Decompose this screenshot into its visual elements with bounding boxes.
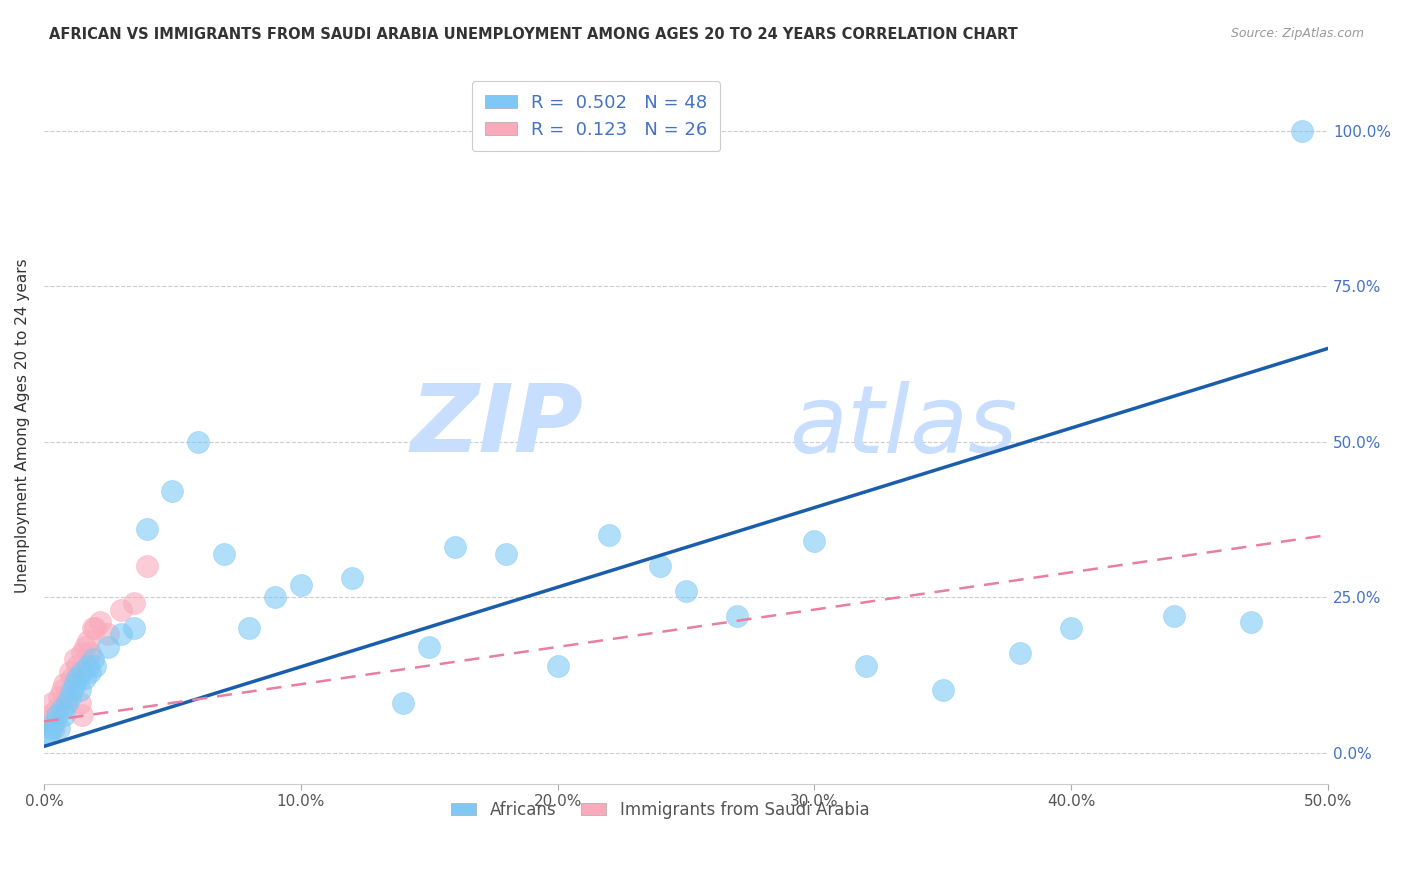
Point — [72, 665, 94, 679]
Point — [1240, 615, 1263, 629]
Point — [76, 658, 98, 673]
Point — [60, 671, 83, 685]
Point — [675, 583, 697, 598]
Point — [212, 547, 235, 561]
Point — [650, 559, 672, 574]
Text: AFRICAN VS IMMIGRANTS FROM SAUDI ARABIA UNEMPLOYMENT AMONG AGES 20 TO 24 YEARS C: AFRICAN VS IMMIGRANTS FROM SAUDI ARABIA … — [49, 27, 1018, 42]
Text: Source: ZipAtlas.com: Source: ZipAtlas.com — [1230, 27, 1364, 40]
Point — [76, 633, 98, 648]
Point — [187, 434, 209, 449]
Point — [56, 690, 79, 704]
Point — [38, 727, 60, 741]
Point — [66, 658, 89, 673]
Point — [35, 727, 58, 741]
Y-axis label: Unemployment Among Ages 20 to 24 years: Unemployment Among Ages 20 to 24 years — [15, 259, 30, 593]
Point — [60, 683, 83, 698]
Point — [69, 696, 91, 710]
Legend: Africans, Immigrants from Saudi Arabia: Africans, Immigrants from Saudi Arabia — [444, 794, 876, 825]
Point — [725, 608, 748, 623]
Point — [82, 621, 104, 635]
Point — [264, 590, 287, 604]
Point — [73, 640, 96, 654]
Text: ZIP: ZIP — [411, 380, 583, 472]
Point — [89, 615, 111, 629]
Point — [122, 621, 145, 635]
Point — [41, 696, 63, 710]
Point — [1008, 646, 1031, 660]
Point — [84, 658, 107, 673]
Point — [1291, 124, 1313, 138]
Point — [82, 652, 104, 666]
Point — [48, 721, 70, 735]
Point — [418, 640, 440, 654]
Point — [97, 640, 120, 654]
Point — [38, 708, 60, 723]
Point — [290, 578, 312, 592]
Point — [495, 547, 517, 561]
Point — [1163, 608, 1185, 623]
Point — [1060, 621, 1083, 635]
Point — [444, 541, 467, 555]
Point — [53, 677, 76, 691]
Point — [56, 696, 79, 710]
Point — [135, 559, 157, 574]
Point — [45, 702, 67, 716]
Point — [855, 658, 877, 673]
Point — [44, 714, 66, 729]
Point — [41, 721, 63, 735]
Point — [110, 627, 132, 641]
Point — [932, 683, 955, 698]
Text: atlas: atlas — [789, 381, 1017, 472]
Point — [51, 683, 73, 698]
Point — [72, 708, 94, 723]
Point — [63, 652, 86, 666]
Point — [45, 708, 67, 723]
Point — [162, 484, 184, 499]
Point — [58, 690, 80, 704]
Point — [53, 708, 76, 723]
Point — [79, 665, 101, 679]
Point — [58, 665, 80, 679]
Point — [84, 621, 107, 635]
Point — [110, 602, 132, 616]
Point — [238, 621, 260, 635]
Point — [340, 572, 363, 586]
Point — [69, 683, 91, 698]
Point — [63, 677, 86, 691]
Point — [803, 534, 825, 549]
Point — [392, 696, 415, 710]
Point — [73, 671, 96, 685]
Point — [48, 690, 70, 704]
Point — [66, 671, 89, 685]
Point — [44, 721, 66, 735]
Point — [547, 658, 569, 673]
Point — [35, 714, 58, 729]
Point — [79, 646, 101, 660]
Point — [51, 702, 73, 716]
Point — [97, 627, 120, 641]
Point — [598, 528, 620, 542]
Point — [135, 522, 157, 536]
Point — [122, 596, 145, 610]
Point — [72, 646, 94, 660]
